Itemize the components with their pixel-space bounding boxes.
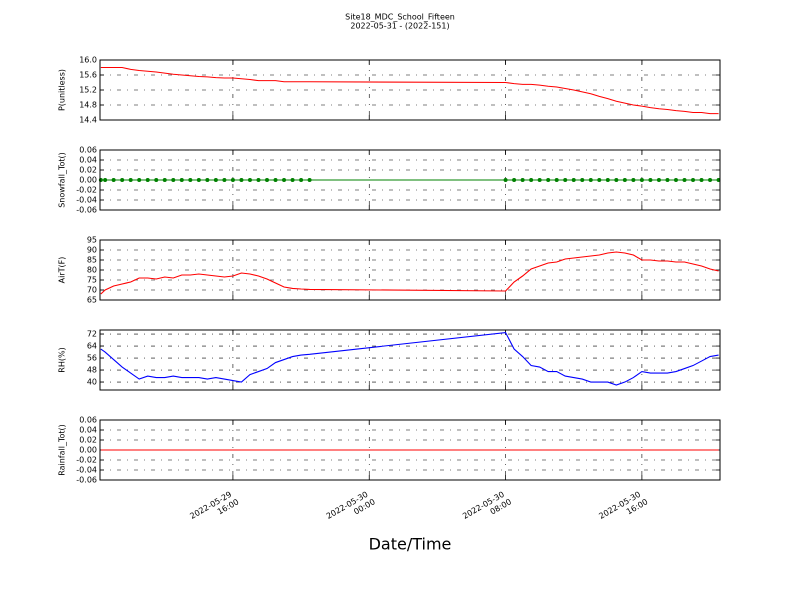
data-point (179, 178, 184, 182)
y-tick-label: 72 (87, 330, 97, 339)
y-axis-label: P(unitless) (58, 69, 67, 111)
data-point (247, 178, 252, 182)
data-point (120, 178, 125, 182)
y-tick-label: 0.02 (79, 436, 97, 445)
data-point (299, 178, 304, 182)
y-axis-label: Rainfall_Tot() (58, 424, 67, 476)
data-point (196, 178, 201, 182)
data-line (100, 251, 719, 295)
plot-frame (99, 239, 721, 301)
data-point (256, 178, 261, 182)
data-point (512, 178, 517, 182)
y-tick-label: -0.02 (76, 456, 97, 465)
data-point (239, 178, 244, 182)
data-point (656, 178, 661, 182)
y-tick-label: 14.4 (79, 116, 97, 125)
data-point (171, 178, 176, 182)
data-point (290, 178, 295, 182)
chart-title: Site18_MDC_School_Fifteen (345, 13, 455, 22)
y-tick-label: 64 (87, 342, 97, 351)
data-point (273, 178, 278, 182)
data-point (205, 178, 210, 182)
data-point (648, 178, 653, 182)
data-point (213, 178, 218, 182)
y-tick-label: -0.06 (76, 476, 97, 485)
data-point (571, 178, 576, 182)
y-tick-label: 14.8 (79, 101, 97, 110)
plot-frame (99, 329, 721, 391)
data-point (546, 178, 551, 182)
y-tick-label: 75 (87, 276, 97, 285)
y-tick-label: 80 (87, 266, 97, 275)
data-point (588, 178, 593, 182)
y-axis-label: AirT(F) (58, 257, 67, 284)
y-tick-label: 0.00 (79, 176, 97, 185)
data-point (605, 178, 610, 182)
data-point (307, 178, 312, 182)
y-tick-label: 95 (87, 236, 97, 245)
data-line (100, 66, 719, 115)
data-point (554, 178, 559, 182)
y-tick-label: -0.04 (76, 466, 97, 475)
y-tick-label: 15.6 (79, 71, 97, 80)
data-point (563, 178, 568, 182)
data-point (622, 178, 627, 182)
y-axis-label: Snowfall_Tot() (58, 152, 67, 208)
y-tick-label: 70 (87, 286, 97, 295)
data-point (282, 178, 287, 182)
data-point (580, 178, 585, 182)
data-point (520, 178, 525, 182)
data-point (691, 178, 696, 182)
y-tick-label: 0.06 (79, 146, 97, 155)
data-line (100, 331, 719, 386)
y-axis-label: RH(%) (58, 347, 67, 372)
y-tick-label: 15.2 (79, 86, 97, 95)
y-tick-label: 0.04 (79, 426, 97, 435)
data-point (699, 178, 704, 182)
data-point (137, 178, 142, 182)
y-tick-label: 0.04 (79, 156, 97, 165)
data-point (103, 178, 108, 182)
data-point (264, 178, 269, 182)
y-tick-label: 0.06 (79, 416, 97, 425)
data-point (682, 178, 687, 182)
y-tick-label: 90 (87, 246, 97, 255)
y-tick-label: 48 (87, 366, 97, 375)
data-point (529, 178, 534, 182)
data-point (614, 178, 619, 182)
plot-frame (99, 149, 721, 211)
data-point (708, 178, 713, 182)
data-point (188, 178, 193, 182)
y-tick-label: 16.0 (79, 56, 97, 65)
y-tick-label: 0.00 (79, 446, 97, 455)
y-tick-label: -0.04 (76, 196, 97, 205)
chart-subtitle: 2022-05-31 - (2022-151) (350, 22, 449, 31)
plot-frame (99, 419, 721, 481)
x-axis-label: Date/Time (369, 535, 452, 554)
y-tick-label: 65 (87, 296, 97, 305)
data-point (665, 178, 670, 182)
data-point (162, 178, 167, 182)
plot-frame (99, 59, 721, 121)
y-tick-label: -0.02 (76, 186, 97, 195)
data-point (537, 178, 542, 182)
data-point (673, 178, 678, 182)
data-point (111, 178, 116, 182)
data-point (639, 178, 644, 182)
y-tick-label: 40 (87, 378, 97, 387)
y-tick-label: -0.06 (76, 206, 97, 215)
data-point (597, 178, 602, 182)
y-tick-label: 0.02 (79, 166, 97, 175)
data-point (98, 178, 103, 182)
data-point (145, 178, 150, 182)
data-point (631, 178, 636, 182)
y-tick-label: 85 (87, 256, 97, 265)
data-point (230, 178, 235, 182)
data-point (128, 178, 133, 182)
data-point (154, 178, 159, 182)
y-tick-label: 56 (87, 354, 97, 363)
data-point (222, 178, 227, 182)
data-point (503, 178, 508, 182)
